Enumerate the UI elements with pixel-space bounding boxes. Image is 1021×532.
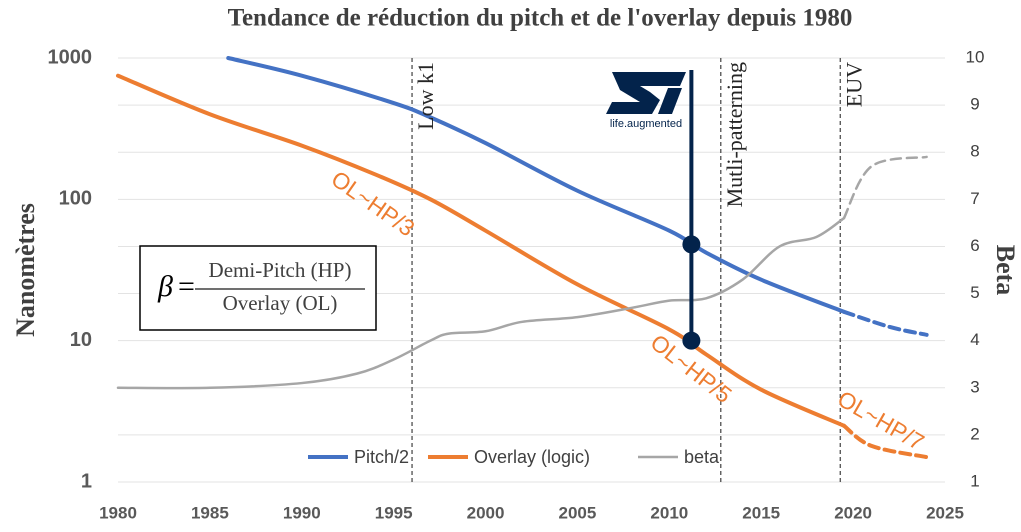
legend-label: Pitch/2 [354,447,409,467]
y2-tick-label: 2 [970,424,979,443]
formula-numerator: Demi-Pitch (HP) [209,258,352,282]
x-tick-label: 2020 [834,503,872,522]
reference-label: Mutli-patterning [722,62,747,207]
y-tick-label: 100 [59,188,92,210]
formula-box [139,245,377,331]
series-line [116,216,846,390]
y-axis-label: Nanomètres [11,203,40,337]
y2-tick-label: 6 [970,236,979,255]
x-tick-label: 2000 [467,503,505,522]
x-tick-label: 1980 [99,503,137,522]
chart-title: Tendance de réduction du pitch et de l'o… [228,5,853,32]
series-line [841,423,929,460]
series-line [226,56,846,314]
x-tick-label: 1990 [283,503,321,522]
series-line [842,155,928,220]
y2-tick-label: 10 [966,47,985,66]
series-line [116,73,846,428]
reference-label: EUV [841,62,866,107]
y2-tick-label: 8 [970,142,979,161]
x-tick-label: 2005 [559,503,597,522]
series-line [841,309,929,337]
x-tick-label: 1985 [191,503,229,522]
y2-axis-label: Beta [991,245,1020,296]
logo-text: life.augmented [610,118,682,130]
st-logo [606,72,686,114]
y2-tick-label: 7 [970,189,979,208]
y2-tick-label: 4 [970,330,979,349]
x-tick-label: 1995 [375,503,413,522]
reference-label: Low k1 [413,62,438,130]
x-tick-label: 2025 [926,503,964,522]
y-tick-label: 1 [81,470,92,492]
legend-label: Overlay (logic) [474,447,590,467]
formula-denominator: Overlay (OL) [223,291,338,315]
legend-label: beta [684,447,720,467]
marker-point [682,331,701,350]
formula-symbol: β [157,270,173,303]
y2-tick-label: 9 [970,95,979,114]
x-tick-label: 2010 [650,503,688,522]
y-tick-label: 1000 [48,46,93,68]
y2-tick-label: 3 [970,377,979,396]
annotation: OL~HP/7 [833,385,928,455]
formula-equals: = [178,270,195,303]
y2-tick-label: 1 [970,471,979,490]
marker-point [682,235,701,254]
x-tick-label: 2015 [742,503,780,522]
y2-tick-label: 5 [970,283,979,302]
annotation: OL~HP/3 [327,165,420,241]
y-tick-label: 10 [70,329,92,351]
